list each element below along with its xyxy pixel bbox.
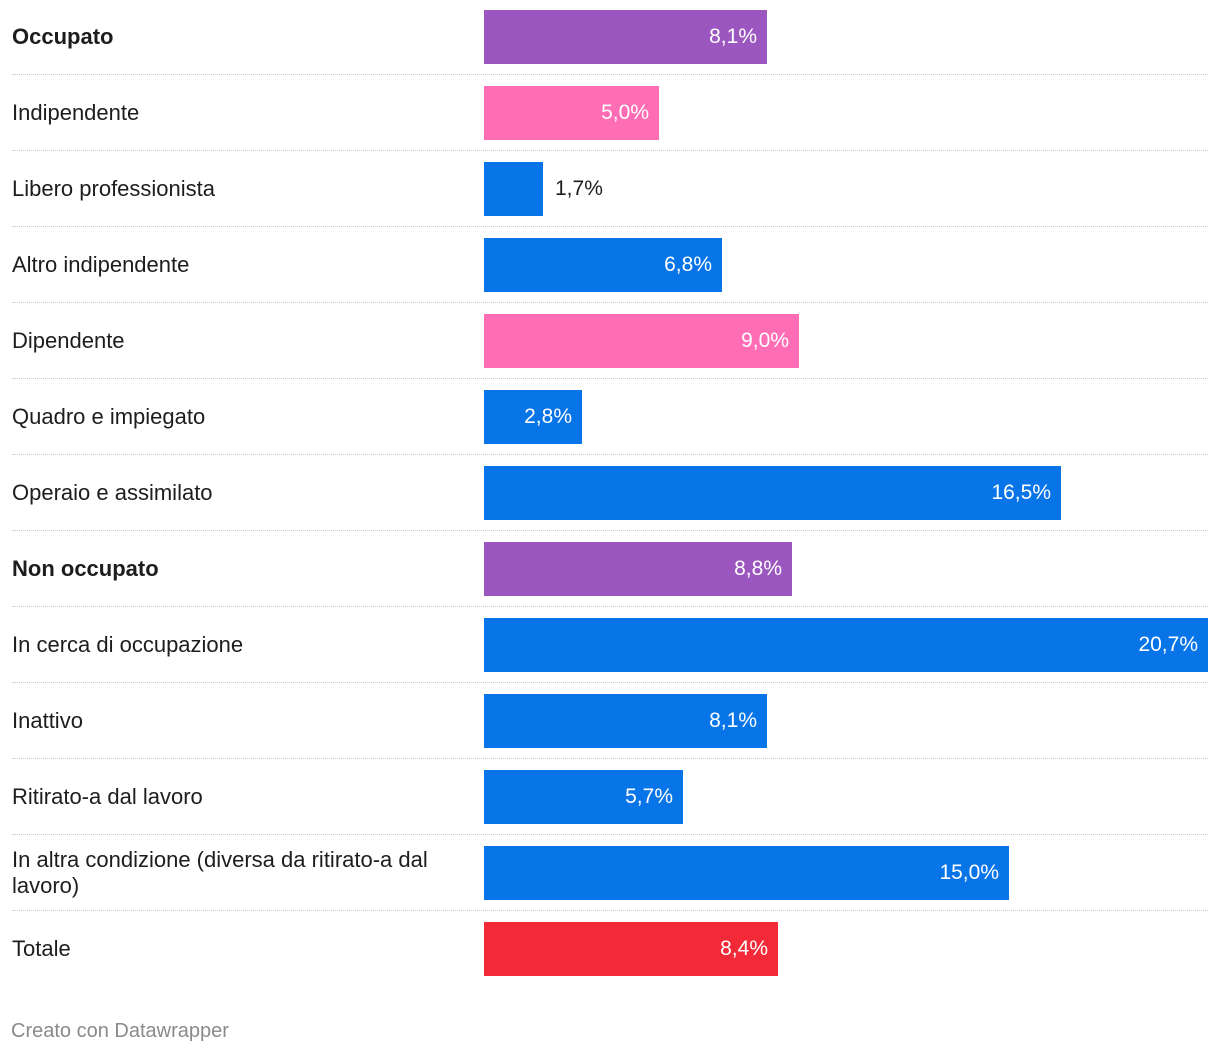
- bar: [484, 238, 722, 292]
- row-label: Inattivo: [12, 708, 83, 733]
- row-label: Non occupato: [12, 556, 159, 581]
- value-label: 16,5%: [991, 481, 1051, 504]
- row-separator: [12, 74, 1208, 75]
- value-label: 6,8%: [664, 253, 712, 276]
- row-separator: [12, 682, 1208, 683]
- row-label: Indipendente: [12, 100, 140, 125]
- value-label: 9,0%: [741, 329, 789, 352]
- row-separator: [12, 834, 1208, 835]
- row-separator: [12, 606, 1208, 607]
- value-label: 1,7%: [555, 177, 603, 200]
- row-label: Totale: [12, 936, 71, 961]
- chart-row: Inattivo 8,1%: [12, 694, 1208, 759]
- row-separator: [12, 910, 1208, 911]
- bar: [484, 922, 778, 976]
- bar: [484, 390, 582, 444]
- bar: [484, 10, 767, 64]
- value-label: 2,8%: [524, 405, 572, 428]
- row-label: Operaio e assimilato: [12, 480, 213, 505]
- row-label: Altro indipendente: [12, 252, 190, 277]
- value-label: 20,7%: [1138, 633, 1198, 656]
- value-label: 8,1%: [709, 709, 757, 732]
- chart-row: Altro indipendente 6,8%: [12, 238, 1208, 303]
- bar: [484, 314, 799, 368]
- chart-row: Libero professionista 1,7%: [12, 162, 1208, 227]
- chart-row: Indipendente 5,0%: [12, 86, 1208, 151]
- row-separator: [12, 758, 1208, 759]
- chart-row: Totale 8,4%: [12, 922, 1208, 976]
- chart-row: Ritirato-a dal lavoro 5,7%: [12, 770, 1208, 835]
- row-separator: [12, 226, 1208, 227]
- row-label: In altra condizione (diversa da ritirato…: [12, 847, 428, 898]
- bar: [484, 542, 792, 596]
- chart-row: In altra condizione (diversa da ritirato…: [12, 846, 1208, 911]
- value-label: 15,0%: [939, 861, 999, 884]
- value-label: 8,8%: [734, 557, 782, 580]
- bar: [484, 618, 1208, 672]
- bar: [484, 162, 543, 216]
- chart-row: Dipendente 9,0%: [12, 314, 1208, 379]
- row-label: Libero professionista: [12, 176, 216, 201]
- row-separator: [12, 150, 1208, 151]
- chart-row: Non occupato 8,8%: [12, 542, 1208, 607]
- row-separator: [12, 378, 1208, 379]
- chart-row: In cerca di occupazione 20,7%: [12, 618, 1208, 683]
- bar: [484, 86, 659, 140]
- row-label: Ritirato-a dal lavoro: [12, 784, 203, 809]
- row-separator: [12, 530, 1208, 531]
- bar: [484, 770, 683, 824]
- row-separator: [12, 302, 1208, 303]
- value-label: 5,7%: [625, 785, 673, 808]
- bar: [484, 466, 1061, 520]
- chart-row: Operaio e assimilato 16,5%: [12, 466, 1208, 531]
- bar: [484, 694, 767, 748]
- row-label: In cerca di occupazione: [12, 632, 244, 657]
- value-label: 5,0%: [601, 101, 649, 124]
- credit-text: Creato con Datawrapper: [11, 1020, 229, 1042]
- row-label: Dipendente: [12, 328, 125, 353]
- value-label: 8,4%: [720, 937, 768, 960]
- bar-chart: Occupato 8,1% Indipendente 5,0% Libero profe…: [12, 10, 1208, 976]
- row-label: Occupato: [12, 24, 114, 49]
- chart-row: Occupato 8,1%: [12, 10, 1208, 75]
- row-label: Quadro e impiegato: [12, 404, 206, 429]
- bar: [484, 846, 1009, 900]
- chart-row: Quadro e impiegato 2,8%: [12, 390, 1208, 455]
- row-separator: [12, 454, 1208, 455]
- value-label: 8,1%: [709, 25, 757, 48]
